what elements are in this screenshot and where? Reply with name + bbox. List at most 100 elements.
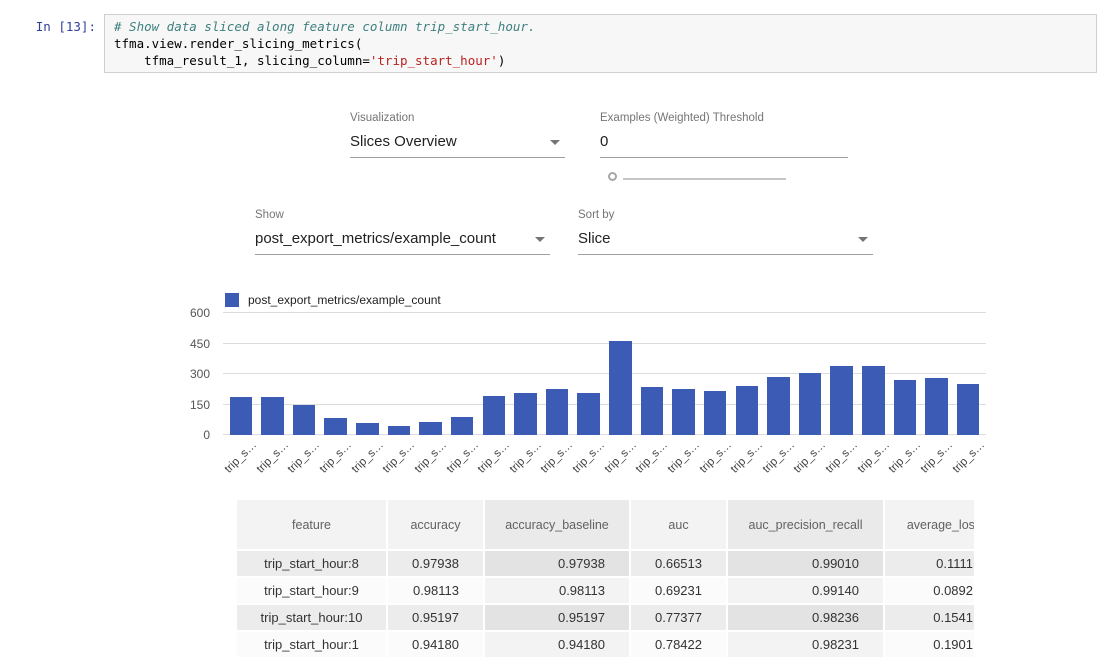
- bar[interactable]: [609, 341, 631, 435]
- bar[interactable]: [894, 380, 916, 435]
- x-tick-label: trip_s…: [254, 439, 291, 476]
- column-header[interactable]: average_loss: [884, 500, 974, 550]
- bar[interactable]: [672, 389, 694, 435]
- bar[interactable]: [799, 373, 821, 435]
- x-label-slot: trip_s…: [510, 435, 542, 479]
- column-header[interactable]: accuracy_baseline: [484, 500, 630, 550]
- code-line-3-pre: tfma_result_1, slicing_column=: [114, 53, 370, 68]
- column-header[interactable]: auc_precision_recall: [727, 500, 884, 550]
- bar[interactable]: [419, 422, 441, 435]
- column-header[interactable]: auc: [630, 500, 727, 550]
- metric-cell[interactable]: 0.98236: [727, 604, 884, 631]
- metric-cell[interactable]: 0.77377: [630, 604, 727, 631]
- metrics-table-container: featureaccuracyaccuracy_baselineaucauc_p…: [237, 500, 974, 668]
- bar[interactable]: [577, 393, 599, 435]
- bar-slot: [763, 313, 795, 435]
- bar[interactable]: [862, 366, 884, 435]
- metric-cell[interactable]: 0.99140: [727, 577, 884, 604]
- metric-cell[interactable]: 0.94180: [484, 631, 630, 658]
- show-dropdown[interactable]: post_export_metrics/example_count: [255, 228, 550, 255]
- bar[interactable]: [641, 387, 663, 435]
- bar[interactable]: [324, 418, 346, 435]
- metric-cell[interactable]: 0.66513: [630, 550, 727, 577]
- x-tick-label: trip_s…: [571, 439, 608, 476]
- bar[interactable]: [546, 389, 568, 435]
- metric-cell[interactable]: 0.94180: [387, 631, 484, 658]
- x-label-slot: trip_s…: [826, 435, 858, 479]
- x-tick-label: trip_s…: [792, 439, 829, 476]
- bar[interactable]: [925, 378, 947, 435]
- metric-cell[interactable]: 0.98113: [484, 577, 630, 604]
- column-header[interactable]: feature: [237, 500, 387, 550]
- metric-cell[interactable]: 0.95197: [484, 604, 630, 631]
- legend-label: post_export_metrics/example_count: [248, 293, 441, 307]
- y-tick-label: 0: [203, 428, 210, 442]
- bar-slot: [826, 313, 858, 435]
- bar[interactable]: [388, 426, 410, 435]
- feature-cell[interactable]: trip_start_hour:10: [237, 604, 387, 631]
- code-editor[interactable]: # Show data sliced along feature column …: [104, 14, 1097, 73]
- bar[interactable]: [767, 377, 789, 435]
- bar[interactable]: [830, 366, 852, 435]
- x-label-slot: trip_s…: [952, 435, 984, 479]
- bar[interactable]: [261, 397, 283, 435]
- chart-legend: post_export_metrics/example_count: [225, 292, 986, 307]
- code-line-2: tfma.view.render_slicing_metrics(: [114, 36, 362, 51]
- table-row[interactable]: trip_start_hour:10.941800.941800.784220.…: [237, 631, 974, 658]
- x-tick-label: trip_s…: [413, 439, 450, 476]
- metric-cell[interactable]: 0.78422: [630, 631, 727, 658]
- bar-slot: [636, 313, 668, 435]
- chart-plot: [223, 313, 986, 435]
- metric-cell[interactable]: 0.99010: [727, 550, 884, 577]
- threshold-label: Examples (Weighted) Threshold: [600, 112, 848, 124]
- feature-cell[interactable]: trip_start_hour:1: [237, 631, 387, 658]
- bar[interactable]: [451, 417, 473, 435]
- bar[interactable]: [230, 397, 252, 435]
- metric-cell[interactable]: 0.1901: [884, 631, 974, 658]
- bar-slot: [257, 313, 289, 435]
- bar[interactable]: [736, 386, 758, 435]
- bar[interactable]: [957, 384, 979, 435]
- column-header[interactable]: accuracy: [387, 500, 484, 550]
- bar[interactable]: [514, 393, 536, 435]
- show-selected-value: post_export_metrics/example_count: [255, 230, 496, 247]
- feature-cell[interactable]: trip_start_hour:8: [237, 550, 387, 577]
- slider-knob[interactable]: [608, 172, 617, 181]
- threshold-slider[interactable]: [608, 171, 786, 185]
- table-row[interactable]: trip_start_hour:90.981130.981130.692310.…: [237, 577, 974, 604]
- metric-cell[interactable]: 0.1541: [884, 604, 974, 631]
- show-label: Show: [255, 209, 550, 221]
- metric-cell[interactable]: 0.1111: [884, 550, 974, 577]
- bar-slot: [699, 313, 731, 435]
- code-string-literal: 'trip_start_hour': [370, 53, 498, 68]
- bar[interactable]: [293, 405, 315, 436]
- sort-by-dropdown[interactable]: Slice: [578, 228, 873, 255]
- metric-cell[interactable]: 0.95197: [387, 604, 484, 631]
- threshold-input[interactable]: [600, 131, 848, 158]
- bar[interactable]: [356, 423, 378, 435]
- table-row[interactable]: trip_start_hour:80.979380.979380.665130.…: [237, 550, 974, 577]
- table-row[interactable]: trip_start_hour:100.951970.951970.773770…: [237, 604, 974, 631]
- metric-cell[interactable]: 0.97938: [484, 550, 630, 577]
- bar-slot: [320, 313, 352, 435]
- chart-y-axis: 0150300450600: [180, 313, 210, 435]
- x-tick-label: trip_s…: [539, 439, 576, 476]
- metric-cell[interactable]: 0.98231: [727, 631, 884, 658]
- x-label-slot: trip_s…: [921, 435, 953, 479]
- y-tick-label: 150: [190, 398, 210, 412]
- bar[interactable]: [704, 391, 726, 435]
- sort-by-label: Sort by: [578, 209, 873, 221]
- bar[interactable]: [483, 396, 505, 435]
- y-tick-label: 300: [190, 367, 210, 381]
- feature-cell[interactable]: trip_start_hour:9: [237, 577, 387, 604]
- metric-cell[interactable]: 0.69231: [630, 577, 727, 604]
- metric-cell[interactable]: 0.97938: [387, 550, 484, 577]
- metric-cell[interactable]: 0.98113: [387, 577, 484, 604]
- bar-slot: [794, 313, 826, 435]
- metric-cell[interactable]: 0.0892: [884, 577, 974, 604]
- x-label-slot: trip_s…: [225, 435, 257, 479]
- visualization-dropdown[interactable]: Slices Overview: [350, 131, 565, 158]
- x-label-slot: trip_s…: [699, 435, 731, 479]
- x-label-slot: trip_s…: [794, 435, 826, 479]
- chart-bars: [223, 313, 986, 435]
